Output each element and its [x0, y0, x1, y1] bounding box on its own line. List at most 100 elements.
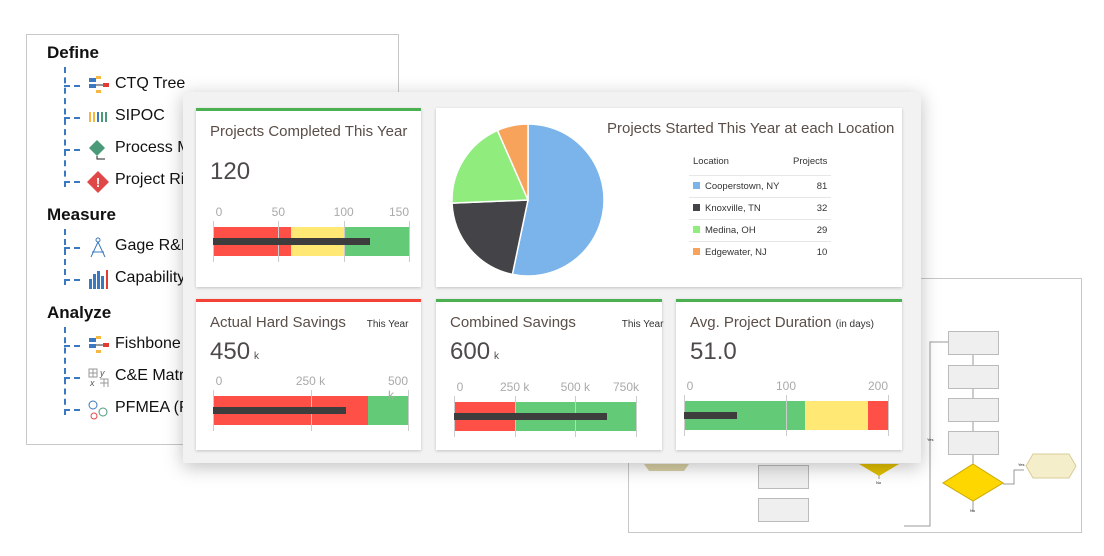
tree-item[interactable]: Project Risk — [115, 171, 201, 188]
column-header: Projects — [793, 156, 828, 167]
location-cell: Knoxville, TN — [689, 197, 789, 220]
chart-title: Projects Started This Year at each Locat… — [607, 120, 895, 137]
gauge-tick-label: 0 — [215, 374, 223, 388]
location-cell: Cooperstown, NY — [689, 175, 789, 198]
section-heading: Measure — [47, 205, 116, 224]
pie-slice[interactable] — [496, 123, 529, 201]
svg-text:y: y — [99, 368, 105, 378]
end-hexagon — [1025, 453, 1077, 479]
svg-text:x: x — [89, 378, 95, 388]
tree-item[interactable]: Gage R&R — [115, 237, 193, 254]
combined-savings-card: Combined Savings This Year 600 k 0 250 k 50… — [436, 299, 664, 450]
projects-value: 32 — [789, 197, 832, 220]
pie-slice[interactable] — [451, 199, 529, 276]
card-title: Actual Hard Savings This Year — [210, 314, 408, 331]
tree-connector — [64, 345, 80, 347]
card-title: Avg. Project Duration (in days) — [690, 314, 874, 331]
gauge-measure-bar — [213, 238, 370, 245]
yes-label: Yes — [927, 437, 934, 442]
title-text: Combined Savings — [450, 314, 576, 331]
location-name: Knoxville, TN — [705, 203, 761, 214]
tree-connector — [64, 117, 80, 119]
card-value: 51.0 — [690, 338, 737, 365]
location-name: Cooperstown, NY — [705, 181, 780, 192]
legend-swatch — [693, 226, 700, 233]
tree-connector — [64, 377, 80, 379]
gauge-band-red — [867, 401, 888, 430]
tree-connector — [64, 409, 80, 411]
tree-item[interactable]: PFMEA (P — [115, 399, 190, 416]
project-duration-card: Avg. Project Duration (in days) 51.0 0 10… — [676, 299, 902, 450]
no-label: No — [876, 480, 882, 485]
tree-connector — [64, 67, 66, 187]
table-row: Medina, OH 29 — [689, 219, 832, 242]
location-cell: Medina, OH — [689, 219, 789, 242]
capability-icon — [87, 269, 109, 289]
gauge-tick-label: 0 — [215, 205, 223, 219]
fishbone-icon — [87, 335, 109, 355]
tree-item[interactable]: Fishbone — [115, 335, 181, 352]
pie-slice[interactable] — [451, 129, 530, 204]
bullet-gauge: 0 250 k 500 k — [213, 374, 409, 434]
legend-swatch — [693, 182, 700, 189]
dashboard-panel: Projects Completed This Year 120 0 50 100 1… — [183, 92, 921, 463]
tree-connector — [64, 279, 80, 281]
legend-swatch — [693, 204, 700, 211]
card-value: 600 k — [450, 338, 499, 366]
card-subtitle: This Year — [366, 319, 409, 330]
tree-item[interactable]: Capability — [115, 269, 186, 286]
location-table: Location Projects Cooperstown, NY 81 Knoxvi… — [689, 152, 832, 264]
card-value: 450 k — [210, 338, 259, 366]
decision-diamond-partial — [859, 464, 899, 476]
flow-step[interactable] — [948, 365, 999, 389]
pie-slice[interactable] — [511, 123, 605, 277]
ctq-tree-icon — [87, 75, 109, 95]
value-unit: k — [254, 351, 260, 362]
title-text: Actual Hard Savings — [210, 314, 346, 331]
tree-item[interactable]: C&E Matrix — [115, 367, 196, 384]
title-text: Avg. Project Duration — [690, 314, 832, 331]
process-map-icon — [87, 139, 109, 160]
card-subtitle: This Year — [621, 319, 664, 330]
bullet-gauge: 0 100 200 — [684, 379, 889, 439]
flow-step[interactable] — [948, 398, 999, 422]
gauge-measure-bar — [684, 412, 738, 419]
gauge-gridline — [888, 395, 889, 436]
tree-item[interactable]: CTQ Tree — [115, 75, 186, 92]
tree-item[interactable]: SIPOC — [115, 107, 165, 124]
pie-chart — [451, 123, 605, 277]
yes-label: Yes — [1018, 462, 1025, 467]
tree-connector — [64, 149, 80, 151]
value-number: 450 — [210, 338, 251, 365]
projects-by-location-card: Projects Started This Year at each Locat… — [436, 108, 902, 287]
sipoc-icon — [87, 107, 109, 127]
gauge-tick-label: 500 k — [387, 374, 409, 402]
legend-swatch — [693, 248, 700, 256]
projects-value: 10 — [789, 241, 832, 264]
svg-text:!: ! — [96, 175, 100, 190]
table-row: Edgewater, NJ 10 — [689, 241, 832, 264]
flow-step[interactable] — [948, 331, 999, 355]
gauge-tick-label: 150 — [388, 205, 410, 219]
flow-step[interactable] — [758, 498, 809, 522]
section-heading: Define — [47, 43, 99, 62]
projects-value: 29 — [789, 219, 832, 242]
tree-connector — [64, 327, 66, 415]
gauge-gridline — [636, 396, 637, 437]
value-number: 600 — [450, 338, 491, 365]
flow-step[interactable] — [948, 431, 999, 455]
card-title: Projects Completed This Year — [210, 123, 408, 140]
hard-savings-card: Actual Hard Savings This Year 450 k 0 250 … — [196, 299, 421, 450]
tree-connector — [64, 181, 80, 183]
gauge-tick-label: 250 k — [499, 380, 530, 394]
gauge-band-yellow — [805, 401, 868, 430]
value-unit: k — [494, 351, 500, 362]
tree-connector — [64, 85, 80, 87]
table-row: Cooperstown, NY 81 — [689, 175, 832, 198]
start-hexagon — [644, 464, 689, 471]
bullet-gauge: 0 50 100 150 — [213, 205, 410, 265]
flow-step[interactable] — [758, 465, 809, 489]
location-name: Edgewater, NJ — [705, 247, 767, 259]
tree-connector — [64, 229, 66, 285]
gauge-gridline — [786, 395, 787, 436]
